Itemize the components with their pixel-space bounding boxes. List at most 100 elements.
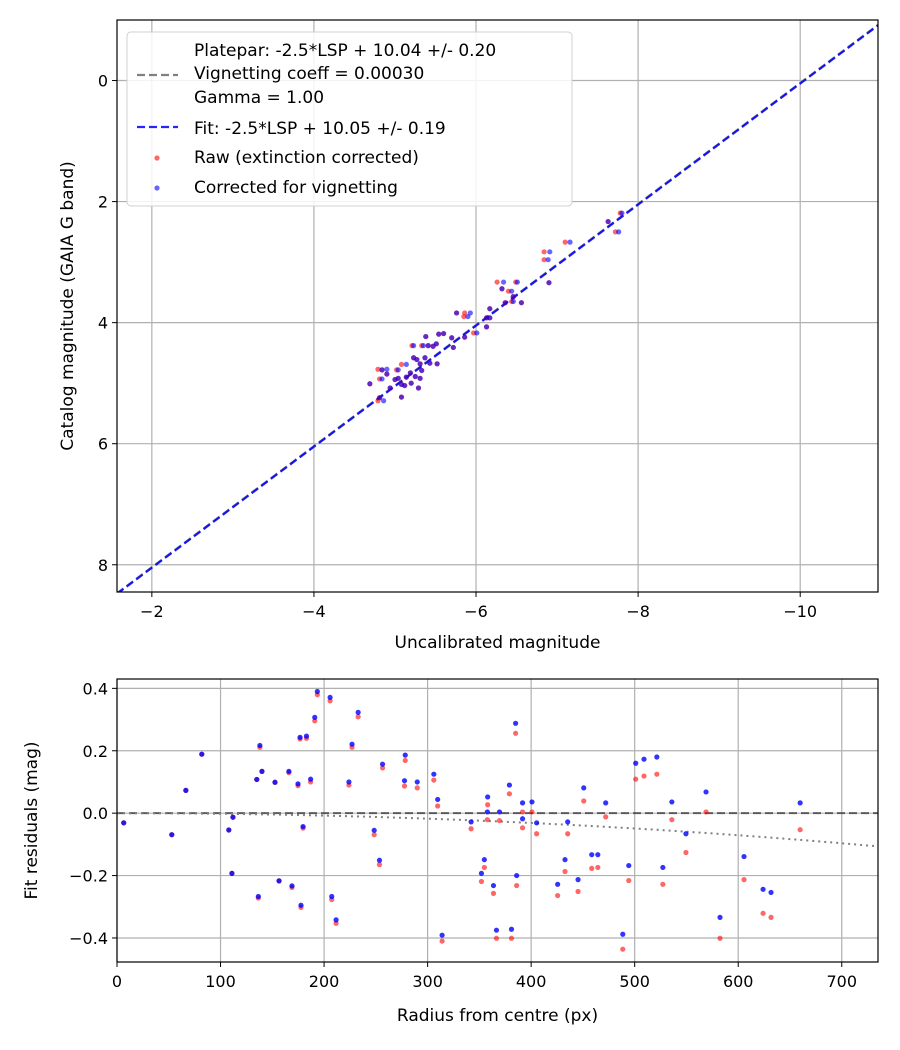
corrected-residual-point [468,819,474,825]
raw-residual-point [529,809,535,815]
raw-residual-point [562,868,568,875]
raw-point [541,249,547,255]
raw-residual-point [575,888,581,895]
raw-point [461,313,467,320]
corrected-residual-point [435,796,441,803]
corrected-residual-point [595,852,601,858]
raw-residual-point [508,935,515,941]
raw-residual-point [654,771,660,777]
corrected-residual-point [314,688,320,695]
raw-residual-point [603,814,609,820]
corrected-residual-point [633,760,639,766]
raw-residual-point [633,776,639,782]
corrected-residual-point [349,741,355,747]
corrected-residual-point [481,857,487,863]
legend: Platepar: -2.5*LSP + 10.04 +/- 0.20 Vigne… [126,31,573,207]
corrected-residual-point [484,809,490,815]
corrected-point [474,330,480,336]
corrected-point [502,300,508,306]
corrected-point [434,361,440,367]
x-axis-label: Uncalibrated magnitude [395,633,601,653]
y-axis-label: Fit residuals (mag) [22,742,42,900]
legend-dot-handle [154,155,160,161]
raw-residual-point [741,877,747,883]
vignetting-curve [117,812,878,848]
corrected-point [395,367,401,373]
corrected-residual-point [259,768,265,774]
raw-residual-point [620,946,626,952]
corrected-residual-point [506,782,513,788]
corrected-point [462,334,468,340]
corrected-residual-point [300,823,306,830]
corrected-point [403,374,409,380]
corrected-residual-point [257,742,263,749]
fit-line [117,24,878,592]
corrected-point [402,382,408,389]
corrected-residual-point [513,720,519,726]
legend-box [126,31,573,207]
corrected-point [514,279,520,285]
corrected-residual-point [529,799,535,805]
raw-residual-point [514,882,520,889]
corrected-residual-point [626,862,632,869]
corrected-residual-point [683,831,689,837]
corrected-point [420,343,426,349]
corrected-point [518,300,525,306]
corrected-residual-point [620,931,626,937]
raw-point [494,279,500,285]
plot-area [117,23,878,592]
corrected-point [403,361,409,368]
plot-panel-0: −2 −4 −6 −8 −10 0 2 4 6 8 Uncalibrated magnitude Ca… [58,19,879,653]
corrected-point [483,324,490,330]
raw-residual-point [626,877,632,884]
corrected-point [414,356,420,363]
raw-residual-point [513,730,519,736]
corrected-point [384,371,390,377]
raw-residual-point [414,785,420,791]
legend-label: Raw (extinction corrected) [194,148,419,168]
corrected-residual-point [414,779,420,785]
corrected-residual-point [493,927,500,933]
corrected-residual-point [703,789,709,795]
corrected-residual-point [346,779,352,785]
raw-residual-point [379,765,386,771]
raw-point [541,257,547,263]
x-tick-label: 100 [205,972,236,991]
corrected-point [510,294,516,300]
y-tick-label: 4 [98,314,108,333]
raw-residual-point [506,791,513,797]
corrected-point [605,218,611,225]
raw-residual-point [797,827,803,833]
corrected-residual-point [183,787,189,793]
y-tick-label: 8 [98,556,108,575]
corrected-residual-point [565,819,571,825]
corrected-residual-point [355,709,361,715]
corrected-residual-point [717,914,723,920]
raw-residual-point [683,849,689,856]
x-tick-label: 600 [723,972,754,991]
corrected-point [417,361,423,367]
corrected-residual-point [562,857,568,863]
corrected-point [427,360,433,366]
x-tick-label: 700 [826,972,857,991]
corrected-point [415,385,422,391]
corrected-residual-point [519,816,526,822]
corrected-point [387,385,393,391]
corrected-residual-point [669,799,675,805]
y-tick-label: 0.2 [83,742,108,761]
corrected-residual-point [255,893,261,900]
corrected-residual-point [555,881,561,887]
raw-residual-point [468,826,474,832]
raw-residual-point [589,865,595,871]
corrected-residual-point [276,878,282,884]
corrected-residual-point [303,733,310,739]
corrected-residual-point [439,932,445,938]
corrected-residual-point [641,756,647,762]
corrected-point [453,310,460,316]
corrected-point [499,286,505,292]
corrected-residual-point [226,827,232,833]
corrected-residual-point [589,852,595,858]
corrected-point [487,315,493,321]
corrected-residual-point [308,776,314,782]
